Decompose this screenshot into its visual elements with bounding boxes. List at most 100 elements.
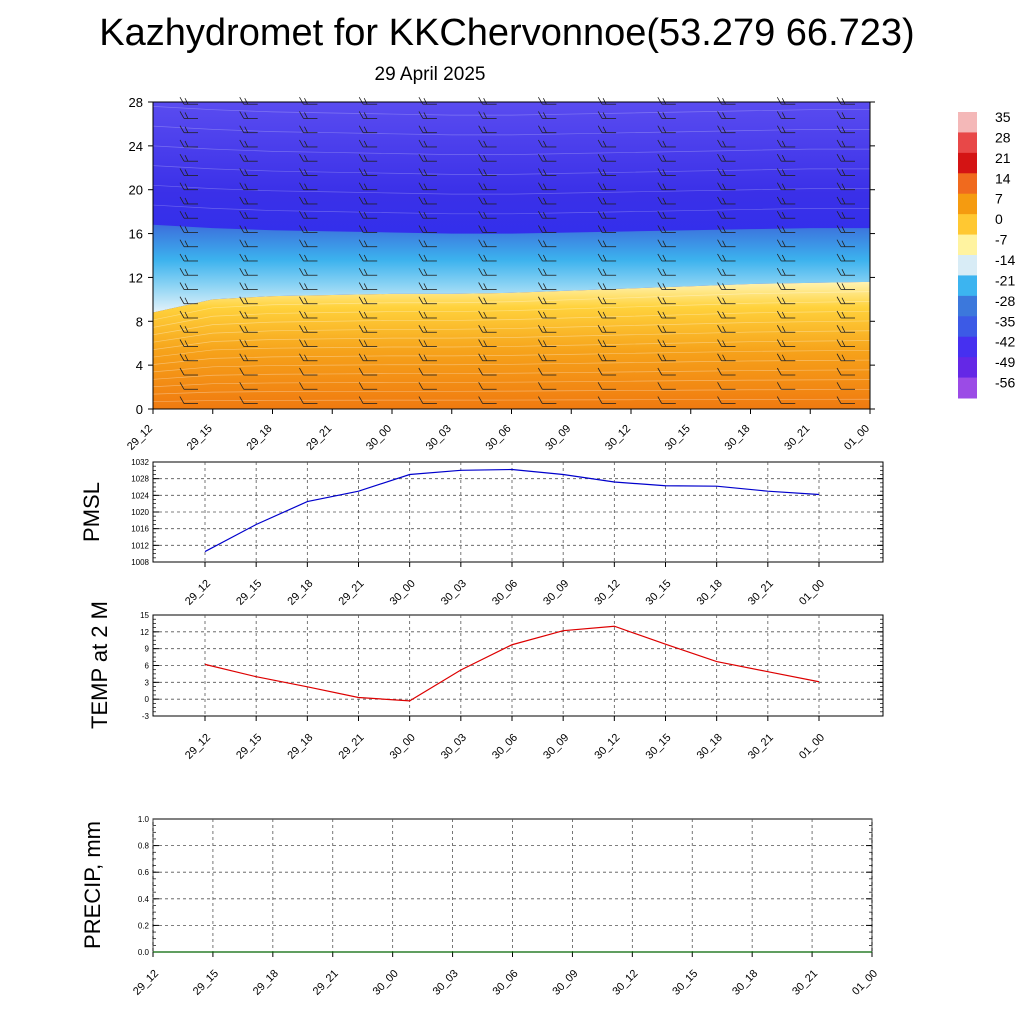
heat-contour bbox=[152, 310, 871, 336]
wind-barb bbox=[239, 125, 258, 134]
heat-x-tick-label: 30_21 bbox=[782, 423, 812, 453]
wind-barb bbox=[478, 168, 497, 176]
wind-barb bbox=[478, 253, 497, 262]
wind-barb bbox=[597, 139, 617, 148]
wind-barb bbox=[538, 310, 557, 319]
heat-contour bbox=[152, 204, 870, 215]
wind-barb bbox=[239, 396, 258, 404]
wind-barb bbox=[179, 253, 198, 262]
wind-barb bbox=[478, 139, 497, 148]
wind-barb bbox=[418, 139, 437, 148]
wind-barb bbox=[717, 282, 736, 290]
wind-barb bbox=[299, 325, 318, 333]
wind-barb bbox=[538, 282, 557, 290]
wind-barb bbox=[418, 282, 437, 290]
wind-barb bbox=[418, 367, 437, 376]
wind-barb bbox=[538, 396, 557, 404]
heat-contour bbox=[152, 320, 871, 343]
wind-barb bbox=[657, 353, 676, 362]
wind-barb bbox=[776, 139, 796, 148]
wind-barb bbox=[358, 296, 378, 305]
wind-barb bbox=[657, 310, 676, 319]
wind-barb bbox=[179, 239, 198, 248]
heat-x-tick-label: 29_21 bbox=[304, 423, 334, 453]
heat-contour bbox=[152, 340, 871, 358]
wind-barb bbox=[418, 382, 437, 390]
wind-barb bbox=[239, 310, 258, 319]
wind-barb bbox=[358, 325, 378, 333]
wind-barb bbox=[179, 125, 198, 134]
wind-barb bbox=[717, 396, 736, 404]
wind-barb bbox=[358, 268, 378, 276]
wind-barb bbox=[597, 182, 617, 191]
wind-barb bbox=[179, 367, 198, 376]
wind-barb bbox=[299, 382, 318, 390]
wind-barb bbox=[418, 154, 437, 162]
wind-barb bbox=[657, 182, 676, 191]
wind-barb bbox=[478, 367, 497, 376]
wind-barb bbox=[776, 225, 796, 233]
wind-barb bbox=[418, 396, 437, 404]
wind-barb bbox=[657, 225, 676, 233]
wind-barb bbox=[358, 282, 378, 290]
wind-barb bbox=[299, 168, 318, 176]
wind-barb bbox=[418, 211, 437, 219]
wind-barb bbox=[776, 382, 796, 390]
wind-barb bbox=[239, 239, 258, 248]
wind-barb bbox=[179, 96, 198, 105]
wind-barb bbox=[418, 96, 437, 105]
wind-barb bbox=[239, 168, 258, 176]
heat-x-tick-label: 30_00 bbox=[364, 423, 394, 453]
wind-barb bbox=[657, 211, 676, 219]
wind-barb bbox=[239, 325, 258, 333]
wind-barb bbox=[597, 296, 617, 305]
wind-barb bbox=[657, 168, 676, 176]
wind-barb bbox=[299, 182, 318, 191]
wind-barb bbox=[239, 282, 258, 290]
wind-barb bbox=[836, 325, 855, 333]
wind-barb bbox=[299, 125, 318, 134]
wind-barb bbox=[179, 211, 198, 219]
wind-barb bbox=[358, 111, 378, 119]
wind-barb bbox=[239, 268, 258, 276]
wind-barb bbox=[776, 268, 796, 276]
wind-barb bbox=[597, 154, 617, 162]
wind-barb bbox=[239, 182, 258, 191]
wind-barb bbox=[358, 196, 378, 205]
wind-barb bbox=[836, 339, 855, 347]
wind-barb bbox=[358, 382, 378, 390]
wind-barb bbox=[717, 239, 736, 248]
wind-barb bbox=[836, 225, 855, 233]
wind-barb bbox=[538, 211, 557, 219]
wind-barb bbox=[717, 111, 736, 119]
heat-y-tick-label: 12 bbox=[129, 270, 143, 285]
wind-barb bbox=[179, 139, 198, 148]
wind-barb bbox=[478, 325, 497, 333]
wind-barb bbox=[597, 211, 617, 219]
wind-barb bbox=[239, 196, 258, 205]
heat-contour bbox=[152, 349, 871, 365]
wind-barb bbox=[299, 310, 318, 319]
heat-contour bbox=[152, 359, 871, 373]
wind-barb bbox=[776, 239, 796, 248]
heat-x-tick-label: 29_15 bbox=[185, 423, 215, 453]
heat-layer-low bbox=[153, 281, 870, 409]
wind-barb bbox=[597, 367, 617, 376]
wind-barb bbox=[239, 339, 258, 347]
wind-barb bbox=[418, 325, 437, 333]
wind-barb bbox=[657, 339, 676, 347]
wind-barb bbox=[239, 225, 258, 233]
wind-barb bbox=[358, 168, 378, 176]
wind-barb bbox=[836, 367, 855, 376]
wind-barb bbox=[836, 253, 855, 262]
wind-barb bbox=[597, 396, 617, 404]
wind-barb bbox=[179, 353, 198, 362]
heat-x-tick-label: 29_18 bbox=[245, 423, 275, 453]
wind-barb bbox=[597, 239, 617, 248]
wind-barb bbox=[179, 111, 198, 119]
wind-barb bbox=[179, 310, 198, 319]
heat-x-tick-label: 30_15 bbox=[663, 423, 693, 453]
heat-x-tick-label: 30_03 bbox=[424, 423, 454, 453]
wind-barb bbox=[239, 353, 258, 362]
